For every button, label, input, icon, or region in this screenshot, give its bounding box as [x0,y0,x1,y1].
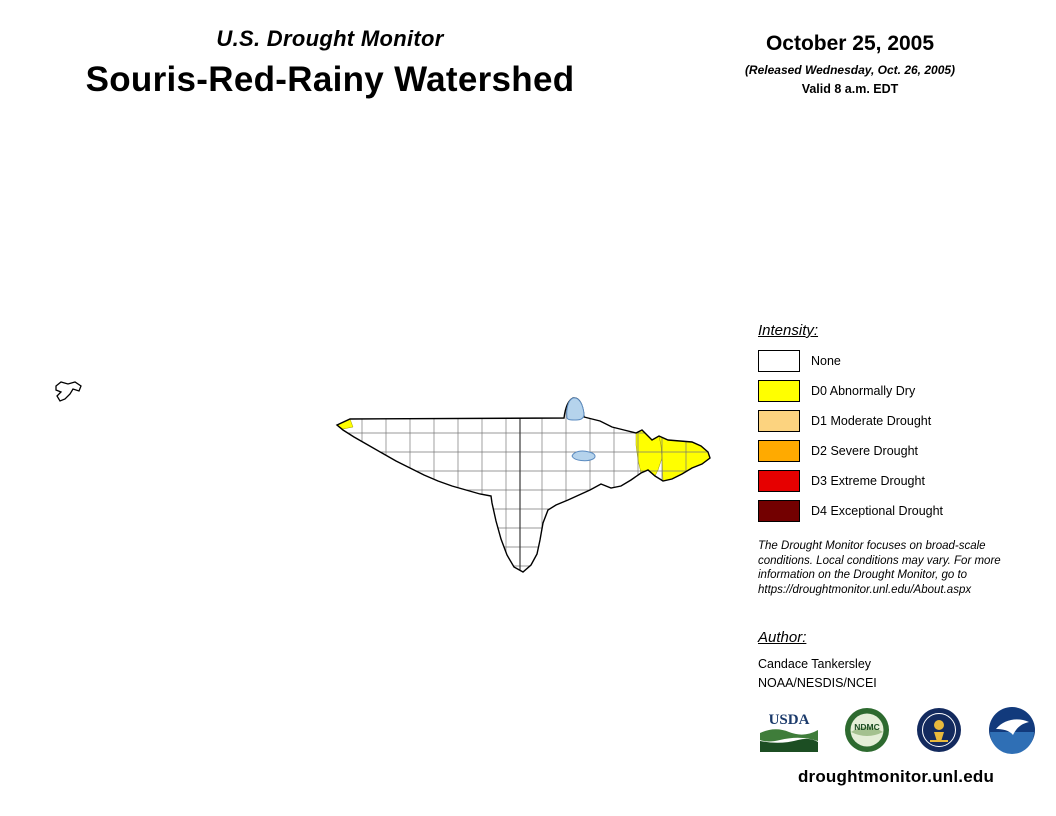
footer-url: droughtmonitor.unl.edu [797,767,995,786]
legend-row-none: None [758,350,943,372]
usda-logo: USDA [760,708,818,752]
legend-heading: Intensity: [758,322,819,339]
author-org: NOAA/NESDIS/NCEI [758,676,877,690]
logo-row: USDA NDMC [760,706,1036,754]
legend-row-d1: D1 Moderate Drought [758,410,943,432]
legend-row-d2: D2 Severe Drought [758,440,943,462]
legend-row-d0: D0 Abnormally Dry [758,380,943,402]
legend-swatch-d3 [758,470,800,492]
legend-label-d0: D0 Abnormally Dry [811,384,916,398]
lake-lower [571,450,596,462]
legend-swatch-d4 [758,500,800,522]
author-heading: Author: [758,629,807,646]
legend-swatch-d1 [758,410,800,432]
legend: Intensity: None D0 Abnormally Dry D1 Mod… [758,322,943,530]
release-date: (Released Wednesday, Oct. 26, 2005) [744,63,956,77]
legend-label-d2: D2 Severe Drought [811,444,919,458]
disclaimer-text: The Drought Monitor focuses on broad-sca… [758,540,1001,596]
detached-area [55,381,82,402]
legend-label-d1: D1 Moderate Drought [811,414,932,428]
legend-label-none: None [811,354,841,368]
author-block: Author: Candace Tankersley NOAA/NESDIS/N… [758,629,877,693]
noaa-logo [989,707,1035,754]
commerce-seal-logo [917,708,961,752]
ndmc-logo-text: NDMC [854,722,880,732]
author-name: Candace Tankersley [758,657,872,671]
legend-swatch-d2 [758,440,800,462]
d0-region-east-tip [658,435,711,482]
map-date: October 25, 2005 [765,32,935,55]
legend-swatch-d0 [758,380,800,402]
legend-row-d4: D4 Exceptional Drought [758,500,943,522]
watershed-fill [337,397,710,572]
legend-label-d4: D4 Exceptional Drought [811,504,944,518]
valid-time: Valid 8 a.m. EDT [801,82,899,96]
lake-upper [566,397,585,421]
usda-logo-text: USDA [769,712,810,728]
legend-row-d3: D3 Extreme Drought [758,470,943,492]
ndmc-logo: NDMC [845,708,889,752]
header-left: U.S. Drought Monitor Souris-Red-Rainy Wa… [0,26,660,100]
header-right: October 25, 2005 (Released Wednesday, Oc… [700,32,1000,96]
monitor-title: U.S. Drought Monitor [216,26,444,51]
legend-swatch-none [758,350,800,372]
page-title: Souris-Red-Rainy Watershed [85,60,575,99]
legend-label-d3: D3 Extreme Drought [811,474,925,488]
